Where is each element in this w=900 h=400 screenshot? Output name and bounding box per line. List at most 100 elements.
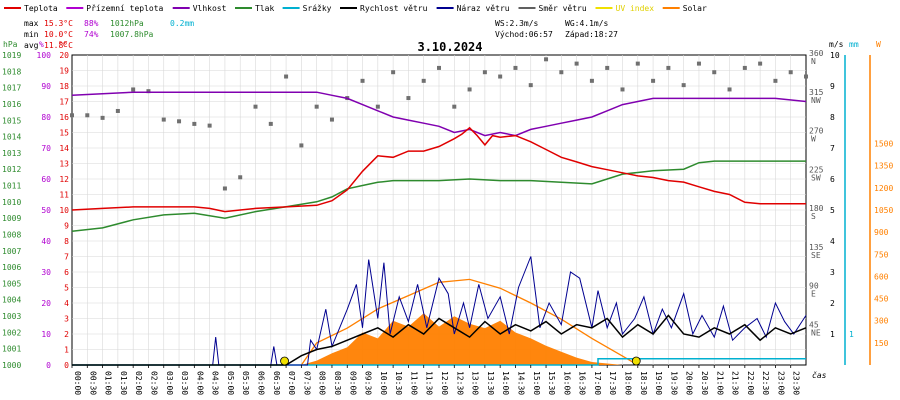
legend-label-8: UV index [616, 4, 655, 13]
chart-axes: 1000100110021003100410051006100710081009… [2, 49, 893, 370]
wind-dir-point [589, 78, 594, 83]
celsius-tick-label: 15 [59, 129, 69, 138]
solar-area [301, 313, 623, 365]
x-tick-label: 12:00 [440, 371, 449, 395]
wind-dir-point [299, 143, 304, 148]
wind-dir-point [651, 78, 656, 83]
celsius-axis-unit: °C [58, 40, 68, 49]
wind-dir-point [131, 87, 136, 92]
ms-tick-label: 1 [830, 330, 835, 339]
ms-tick-label: 7 [830, 144, 835, 153]
celsius-tick-label: 6 [64, 268, 69, 277]
mm-tick-label: 1 [849, 330, 854, 339]
solar-axis-unit: W [876, 40, 881, 49]
wind-dir-point [574, 61, 579, 66]
legend-label-4: Srážky [303, 4, 332, 13]
hpa-axis-unit: hPa [3, 40, 18, 49]
x-tick-label: 18:30 [639, 371, 648, 395]
hpa-tick-label: 1001 [2, 345, 21, 354]
stat-max-hum: 88% [84, 19, 99, 28]
chart-title: 3.10.2024 [417, 40, 482, 54]
solar-tick-label: 600 [874, 272, 889, 281]
x-tick-label: 16:30 [578, 371, 587, 395]
solar-tick-label: 900 [874, 228, 889, 237]
hpa-tick-label: 1005 [2, 279, 21, 288]
hpa-tick-label: 1015 [2, 116, 21, 125]
solar-tick-label: 1200 [874, 184, 893, 193]
wind-dir-point [268, 121, 273, 126]
wind-dir-point [467, 87, 472, 92]
legend-label-6: Náraz větru [457, 4, 510, 13]
x-tick-label: 11:30 [425, 371, 434, 395]
x-tick-label: 06:30 [272, 371, 281, 395]
wind-dir-point [85, 113, 90, 118]
x-axis-label: čas [812, 370, 827, 380]
x-tick-label: 09:30 [364, 371, 373, 395]
celsius-tick-label: 7 [64, 253, 69, 262]
hpa-tick-label: 1016 [2, 100, 21, 109]
percent-tick-label: 40 [41, 237, 51, 246]
celsius-tick-label: 14 [59, 144, 69, 153]
x-tick-label: 22:00 [746, 371, 755, 395]
x-tick-label: 05:00 [226, 371, 235, 395]
wind-dir-point [727, 87, 732, 92]
wind-dir-compass-label: NE [811, 328, 821, 337]
humidity-line [71, 91, 807, 137]
ms-tick-label: 10 [830, 51, 840, 60]
x-tick-label: 19:00 [654, 371, 663, 395]
wind-speed-line [72, 314, 807, 366]
x-tick-label: 19:30 [669, 371, 678, 395]
x-tick-label: 21:00 [715, 371, 724, 395]
wind-dir-point [146, 89, 151, 94]
x-axis: 00:00 00:30 01:00 01:30 02:00 02:30 03:00 03:30… [71, 365, 801, 395]
wind-dir-degree-label: 225 [809, 165, 824, 174]
wind-dir-point [437, 65, 441, 70]
x-tick-label: 07:30 [302, 371, 311, 395]
wind-dir-point [498, 74, 503, 79]
hpa-tick-label: 1010 [2, 198, 21, 207]
legend-label-3: Tlak [255, 4, 274, 13]
percent-tick-label: 10 [41, 330, 51, 339]
legend-label-2: Vlhkost [193, 4, 227, 13]
stat-max-temp: 15.3°C [44, 19, 73, 28]
wind-dir-point [773, 78, 778, 83]
wind-dir-point [804, 74, 808, 79]
legend-label-1: Přízemní teplota [86, 4, 163, 13]
wind-dir-compass-label: SE [811, 251, 821, 260]
ms-tick-label: 5 [830, 206, 835, 215]
celsius-tick-label: 10 [59, 206, 69, 215]
wind-dir-point [253, 104, 258, 109]
percent-tick-label: 100 [37, 51, 52, 60]
wind-dir-point [177, 119, 182, 124]
wind-dir-point [712, 70, 717, 75]
hpa-tick-label: 1013 [2, 149, 21, 158]
percent-tick-label: 0 [46, 361, 51, 370]
x-tick-label: 06:00 [257, 371, 266, 395]
stat-sunrise: Východ:06:57 [495, 30, 553, 39]
hpa-tick-label: 1000 [2, 361, 21, 370]
ms-tick-label: 9 [830, 82, 835, 91]
celsius-tick-label: 20 [59, 51, 69, 60]
x-tick-label: 08:30 [333, 371, 342, 395]
solar-tick-label: 750 [874, 250, 889, 259]
sunset-marker [631, 356, 641, 366]
ms-tick-label: 3 [830, 268, 835, 277]
wind-dir-point [115, 108, 120, 113]
stat-ws: WS:2.3m/s [495, 19, 539, 28]
stat-max-label: max [24, 19, 39, 28]
stat-min-temp: 10.0°C [44, 30, 73, 39]
hpa-tick-label: 1006 [2, 263, 21, 272]
solar-tick-label: 300 [874, 317, 889, 326]
legend-label-7: Směr větru [539, 4, 587, 13]
hpa-tick-label: 1008 [2, 230, 21, 239]
wind-dir-degree-label: 360 [809, 49, 824, 58]
wind-dir-point [329, 117, 334, 122]
wind-dir-compass-label: SW [811, 173, 821, 182]
x-tick-label: 20:00 [685, 371, 694, 395]
x-tick-label: 02:30 [149, 371, 158, 395]
hpa-tick-label: 1011 [2, 182, 21, 191]
temperature-line [71, 126, 806, 213]
x-tick-label: 10:30 [394, 371, 403, 395]
solar-tick-label: 1500 [874, 140, 893, 149]
wind-dir-point [360, 78, 365, 83]
